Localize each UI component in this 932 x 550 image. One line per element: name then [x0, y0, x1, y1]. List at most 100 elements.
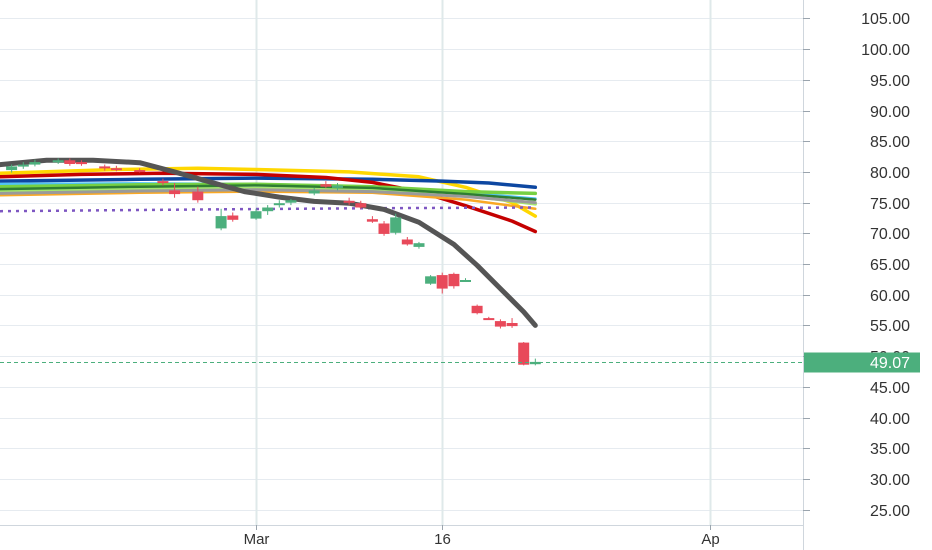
- candle-body: [308, 190, 320, 194]
- candle-body: [169, 190, 181, 195]
- moving-average-line: [0, 157, 538, 328]
- candle[interactable]: [262, 205, 274, 215]
- candle[interactable]: [250, 208, 262, 220]
- last-price-label: 49.07: [870, 355, 910, 372]
- candle[interactable]: [273, 200, 285, 208]
- price-tick-label: 80.00: [870, 165, 910, 182]
- candle[interactable]: [76, 160, 87, 166]
- price-tick-label: 95.00: [870, 73, 910, 90]
- moving-average-line: [0, 171, 538, 234]
- candle[interactable]: [366, 216, 378, 223]
- candle[interactable]: [413, 241, 425, 249]
- candle-body: [471, 305, 483, 314]
- candle-body: [343, 200, 355, 203]
- candle[interactable]: [518, 342, 530, 366]
- price-tick-label: 55.00: [870, 318, 910, 335]
- candle[interactable]: [110, 165, 122, 172]
- candle-body: [366, 219, 378, 222]
- candle-body: [52, 160, 64, 163]
- candle[interactable]: [343, 197, 355, 206]
- price-tick-label: 25.00: [870, 503, 910, 520]
- candle[interactable]: [169, 182, 181, 198]
- candle[interactable]: [483, 316, 495, 321]
- moving-average-line: [0, 176, 538, 190]
- candle[interactable]: [494, 319, 506, 329]
- candle[interactable]: [448, 272, 460, 289]
- time-tick-label: 16: [434, 531, 451, 548]
- candle-body: [401, 239, 413, 245]
- time-tick-label: Mar: [244, 531, 270, 548]
- candle[interactable]: [332, 182, 343, 191]
- last-price-label-bg: [804, 352, 920, 373]
- candle-body: [134, 170, 146, 173]
- price-tick-label: 75.00: [870, 196, 910, 213]
- candle[interactable]: [134, 168, 146, 173]
- moving-average-lines: [0, 157, 538, 328]
- candle-body: [483, 318, 495, 321]
- price-tick-label: 60.00: [870, 288, 910, 305]
- candle-body: [64, 160, 76, 164]
- candle[interactable]: [64, 158, 76, 166]
- price-tick-label: 105.00: [861, 11, 910, 28]
- candle[interactable]: [436, 272, 448, 294]
- candle-body: [529, 361, 541, 365]
- candle-body: [448, 273, 460, 287]
- price-tick-label: 100.00: [861, 42, 910, 59]
- candle-body: [378, 223, 390, 234]
- candle[interactable]: [99, 164, 111, 171]
- candle-body: [76, 162, 87, 165]
- candle-body: [518, 342, 530, 365]
- moving-average-line: [0, 184, 537, 201]
- time-axis[interactable]: Mar 16 Ap: [244, 525, 720, 548]
- candle[interactable]: [471, 304, 483, 315]
- price-axis[interactable]: 25.0030.0035.0040.0045.0050.0055.0060.00…: [803, 11, 910, 520]
- candle-body: [6, 166, 18, 171]
- candle-body: [460, 280, 471, 282]
- candle[interactable]: [308, 187, 320, 196]
- candle[interactable]: [355, 200, 367, 209]
- candle-body: [17, 164, 29, 167]
- candle-body: [273, 203, 285, 206]
- candle[interactable]: [192, 186, 204, 203]
- candle[interactable]: [390, 213, 402, 235]
- candle[interactable]: [529, 358, 541, 366]
- candle[interactable]: [29, 159, 41, 167]
- candle-body: [285, 200, 297, 203]
- price-tick-label: 85.00: [870, 134, 910, 151]
- candle[interactable]: [17, 162, 29, 169]
- candle-body: [506, 323, 518, 327]
- moving-average-line: [0, 206, 536, 213]
- last-price-marker: 49.07: [0, 352, 920, 373]
- candle[interactable]: [460, 278, 471, 282]
- candle[interactable]: [401, 237, 413, 246]
- candle[interactable]: [320, 181, 332, 188]
- candle-body: [332, 185, 343, 188]
- candle-body: [227, 215, 239, 220]
- candle[interactable]: [378, 221, 390, 236]
- candle[interactable]: [506, 318, 518, 328]
- candle[interactable]: [215, 208, 227, 231]
- candle[interactable]: [52, 158, 64, 164]
- price-tick-label: 35.00: [870, 441, 910, 458]
- price-tick-label: 65.00: [870, 257, 910, 274]
- candle[interactable]: [157, 178, 169, 186]
- candle-body: [390, 217, 402, 233]
- price-tick-label: 30.00: [870, 472, 910, 489]
- price-tick-label: 40.00: [870, 411, 910, 428]
- candle-body: [157, 181, 169, 184]
- time-tick-label: Ap: [701, 531, 719, 548]
- candle[interactable]: [6, 164, 18, 173]
- candle[interactable]: [227, 212, 239, 222]
- price-tick-label: 90.00: [870, 104, 910, 121]
- candle-body: [250, 211, 262, 219]
- candles[interactable]: [6, 158, 541, 366]
- candle-body: [413, 243, 425, 247]
- candle-body: [436, 275, 448, 289]
- candle[interactable]: [425, 275, 437, 285]
- candle-body: [192, 191, 204, 201]
- candle-body: [355, 203, 367, 208]
- candle[interactable]: [285, 198, 297, 206]
- candle-body: [425, 276, 437, 284]
